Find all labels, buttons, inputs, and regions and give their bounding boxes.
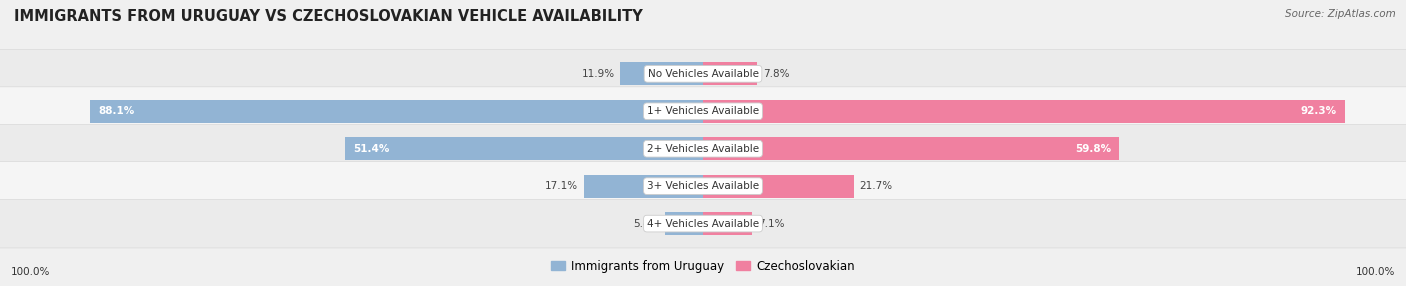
- Legend: Immigrants from Uruguay, Czechoslovakian: Immigrants from Uruguay, Czechoslovakian: [547, 255, 859, 277]
- Text: 4+ Vehicles Available: 4+ Vehicles Available: [647, 219, 759, 229]
- Bar: [703, 62, 758, 86]
- Text: 100.0%: 100.0%: [1355, 267, 1395, 277]
- FancyBboxPatch shape: [0, 49, 1406, 98]
- Text: 11.9%: 11.9%: [582, 69, 614, 79]
- Bar: [90, 100, 703, 123]
- FancyBboxPatch shape: [0, 87, 1406, 136]
- Text: 7.1%: 7.1%: [758, 219, 785, 229]
- FancyBboxPatch shape: [0, 162, 1406, 210]
- Text: Source: ZipAtlas.com: Source: ZipAtlas.com: [1285, 9, 1396, 19]
- Bar: [703, 137, 1119, 160]
- Text: 17.1%: 17.1%: [546, 181, 578, 191]
- Bar: [583, 174, 703, 198]
- Text: 59.8%: 59.8%: [1074, 144, 1111, 154]
- Text: 92.3%: 92.3%: [1301, 106, 1337, 116]
- Text: 2+ Vehicles Available: 2+ Vehicles Available: [647, 144, 759, 154]
- Text: No Vehicles Available: No Vehicles Available: [648, 69, 758, 79]
- Bar: [703, 174, 853, 198]
- Text: 7.8%: 7.8%: [763, 69, 789, 79]
- Bar: [703, 212, 752, 235]
- Bar: [346, 137, 703, 160]
- Text: 100.0%: 100.0%: [11, 267, 51, 277]
- Bar: [620, 62, 703, 86]
- Text: 1+ Vehicles Available: 1+ Vehicles Available: [647, 106, 759, 116]
- Text: 3+ Vehicles Available: 3+ Vehicles Available: [647, 181, 759, 191]
- Text: 5.4%: 5.4%: [633, 219, 659, 229]
- Text: 51.4%: 51.4%: [353, 144, 389, 154]
- Bar: [665, 212, 703, 235]
- Bar: [703, 100, 1346, 123]
- FancyBboxPatch shape: [0, 124, 1406, 173]
- Text: 21.7%: 21.7%: [859, 181, 893, 191]
- Text: IMMIGRANTS FROM URUGUAY VS CZECHOSLOVAKIAN VEHICLE AVAILABILITY: IMMIGRANTS FROM URUGUAY VS CZECHOSLOVAKI…: [14, 9, 643, 23]
- Text: 88.1%: 88.1%: [98, 106, 135, 116]
- FancyBboxPatch shape: [0, 199, 1406, 248]
